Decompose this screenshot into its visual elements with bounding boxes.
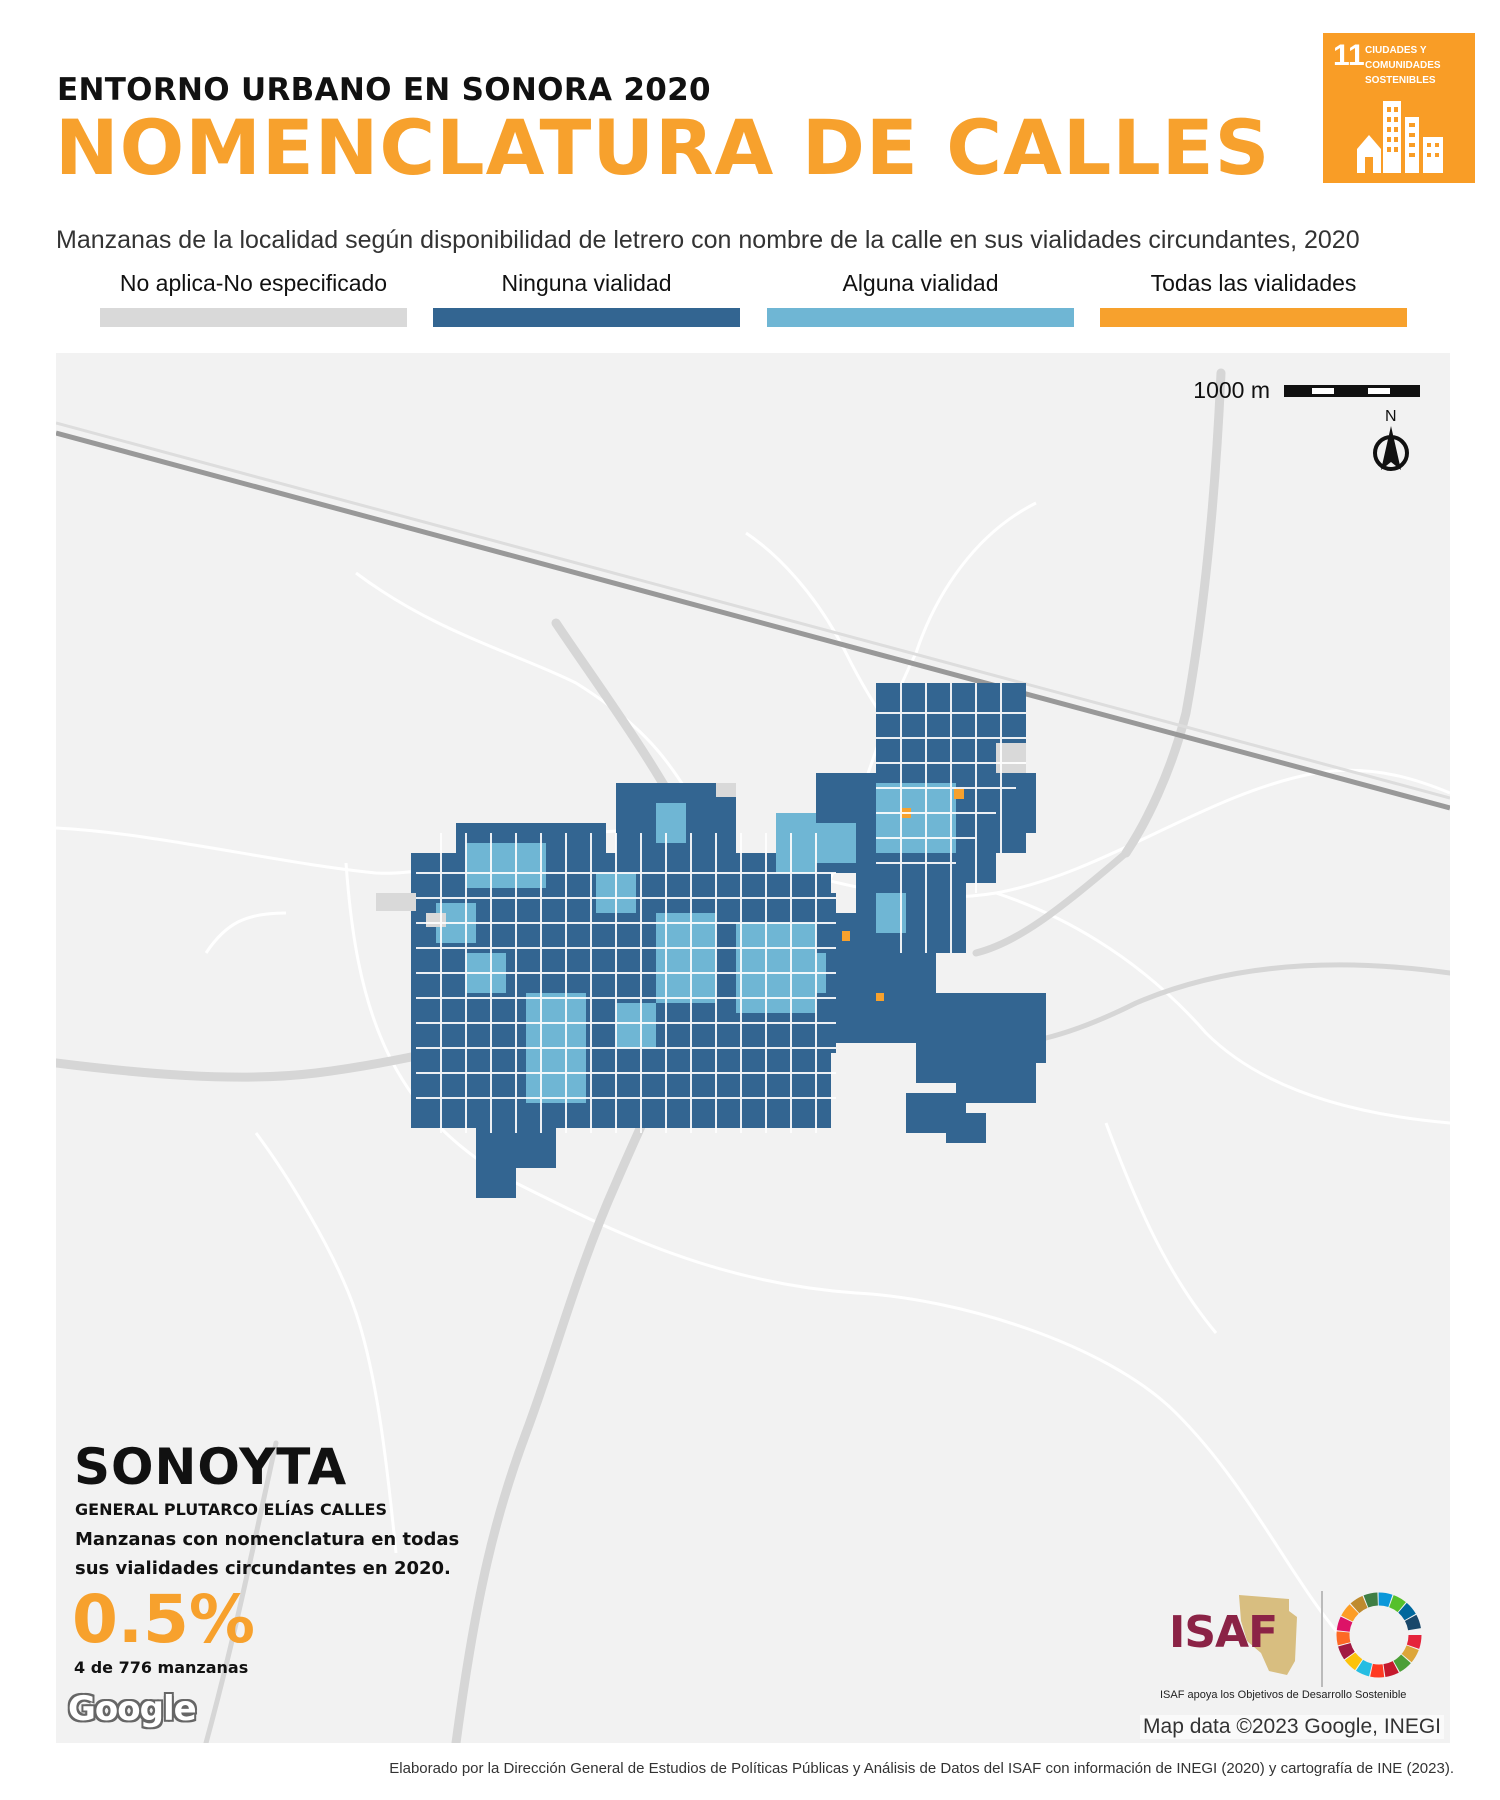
legend-item-todas: Todas las vialidades [1100,270,1407,328]
sdg-11-badge: 11 CIUDADES Y COMUNIDADES SOSTENIBLES [1323,33,1475,183]
legend-swatch [100,308,407,327]
map-panel[interactable]: 1000 m N SONOYTA GENERAL PLUTARCO ELÍAS … [56,353,1450,1743]
isaf-wordmark: ISAF [1169,1607,1278,1658]
legend-label: Todas las vialidades [1150,270,1357,296]
sdg-text: CIUDADES Y COMUNIDADES SOSTENIBLES [1365,43,1465,88]
sdg-text-line3: SOSTENIBLES [1365,75,1436,86]
isaf-caption: ISAF apoya los Objetivos de Desarrollo S… [1160,1689,1407,1701]
legend-item-ninguna: Ninguna vialidad [433,270,740,328]
basemap[interactable] [56,353,1450,1743]
sdg-text-line1: CIUDADES Y [1365,45,1427,56]
page-title: NOMENCLATURA DE CALLES [55,103,1271,192]
legend-label: Ninguna vialidad [501,270,672,296]
blocks-east [906,1013,1036,1143]
legend-swatch [433,308,740,327]
city-name: SONOYTA [74,1438,348,1496]
map-credit: Map data ©2023 Google, INEGI [1140,1715,1444,1739]
isaf-logo: ISAF [1169,1591,1319,1681]
city-buildings-icon [1357,101,1443,173]
sonora-state-icon [1239,1595,1297,1675]
legend-item-no-aplica: No aplica-No especificado [100,270,407,328]
north-arrow-icon [1373,426,1409,471]
sdg-text-line2: COMUNIDADES [1365,60,1441,71]
legend-label: Alguna vialidad [842,270,999,296]
municipality-name: GENERAL PLUTARCO ELÍAS CALLES [75,1500,388,1519]
subtitle: Manzanas de la localidad según disponibi… [56,226,1360,254]
kicker-title: ENTORNO URBANO EN SONORA 2020 [57,72,711,108]
footer-source: Elaborado por la Dirección General de Es… [389,1760,1454,1777]
scale-bar-icon [1284,385,1420,397]
block-count: 4 de 776 manzanas [74,1658,249,1677]
north-label: N [1385,408,1397,425]
indicator-percentage: 0.5% [72,1581,256,1658]
sdg-number: 11 [1333,39,1365,72]
legend-swatch [767,308,1074,327]
legend-swatch [1100,308,1407,327]
indicator-description: Manzanas con nomenclatura en todas sus v… [75,1529,460,1579]
sdg-wheel-icon [1336,1592,1422,1678]
legend-label: No aplica-No especificado [119,270,388,296]
logo-divider [1321,1591,1323,1687]
legend-item-alguna: Alguna vialidad [767,270,1074,328]
google-logo: Google [68,1689,197,1729]
scale-label: 1000 m [1193,377,1270,403]
